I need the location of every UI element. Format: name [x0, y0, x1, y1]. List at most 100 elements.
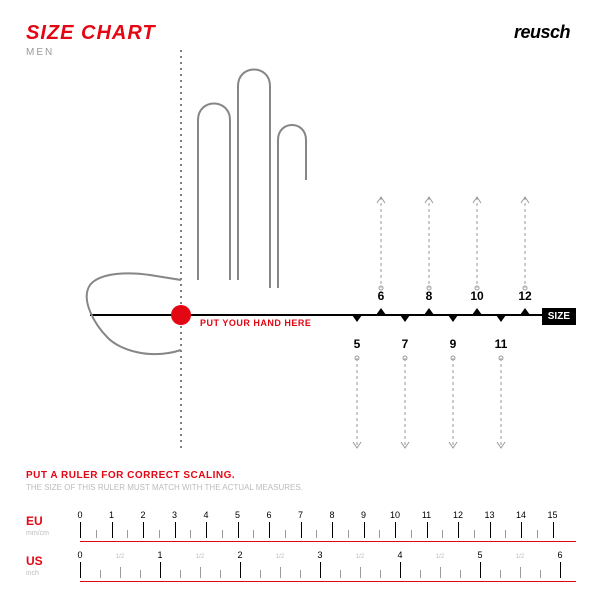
- size-label-top: 8: [419, 289, 439, 303]
- eu-tick-minor: [442, 530, 443, 538]
- size-label-bottom: 11: [491, 337, 511, 351]
- eu-unit-sub: mm/cm: [26, 530, 80, 537]
- size-tag: SIZE: [542, 308, 576, 325]
- eu-tick-label: 0: [77, 510, 82, 520]
- put-hand-instruction: PUT YOUR HAND HERE: [200, 318, 311, 328]
- us-tick-minor: [300, 570, 301, 578]
- diagram-svg: [0, 50, 596, 450]
- eu-tick-minor: [474, 530, 475, 538]
- eu-unit: EU: [26, 514, 43, 528]
- ruler-us-label: US inch: [26, 552, 80, 577]
- us-tick-minor: [540, 570, 541, 578]
- us-tick-minor: [380, 570, 381, 578]
- eu-tick-major: [143, 522, 144, 538]
- triangle-down-group: [352, 315, 506, 322]
- us-tick-minor: [280, 567, 281, 578]
- eu-tick-label: 15: [547, 510, 557, 520]
- eu-tick-major: [301, 522, 302, 538]
- eu-tick-major: [427, 522, 428, 538]
- eu-tick-major: [458, 522, 459, 538]
- size-label-top: 12: [515, 289, 535, 303]
- eu-tick-label: 4: [203, 510, 208, 520]
- eu-tick-minor: [253, 530, 254, 538]
- ruler-caption: PUT A RULER FOR CORRECT SCALING.: [26, 470, 576, 481]
- eu-tick-label: 2: [140, 510, 145, 520]
- hand-size-diagram: PUT YOUR HAND HERE SIZE 681012 57911: [0, 50, 596, 450]
- us-tick-minor: [200, 567, 201, 578]
- us-tick-major: [240, 562, 241, 578]
- us-unit: US: [26, 554, 43, 568]
- size-label-bottom: 7: [395, 337, 415, 351]
- size-triangle-down: [448, 315, 458, 322]
- us-tick-minor: [520, 567, 521, 578]
- eu-tick-label: 3: [172, 510, 177, 520]
- size-label-bottom: 5: [347, 337, 367, 351]
- us-unit-sub: inch: [26, 570, 80, 577]
- us-tick-minor: [460, 570, 461, 578]
- eu-tick-label: 7: [298, 510, 303, 520]
- us-tick-label: 5: [477, 550, 482, 560]
- eu-tick-label: 8: [329, 510, 334, 520]
- us-half-label: 1/2: [436, 554, 444, 560]
- eu-tick-major: [364, 522, 365, 538]
- eu-tick-minor: [159, 530, 160, 538]
- eu-tick-label: 1: [109, 510, 114, 520]
- us-tick-label: 2: [237, 550, 242, 560]
- ruler-us-line: 01/211/221/231/241/251/26: [80, 546, 576, 582]
- eu-tick-minor: [127, 530, 128, 538]
- us-tick-minor: [260, 570, 261, 578]
- eu-tick-major: [395, 522, 396, 538]
- size-label-top: 6: [371, 289, 391, 303]
- size-triangle-up: [424, 308, 434, 315]
- eu-tick-major: [521, 522, 522, 538]
- eu-tick-major: [553, 522, 554, 538]
- us-tick-minor: [440, 567, 441, 578]
- size-triangle-down: [400, 315, 410, 322]
- us-half-label: 1/2: [196, 554, 204, 560]
- eu-tick-major: [490, 522, 491, 538]
- brand-logo: reusch: [514, 22, 570, 43]
- arrows-up-group: [377, 197, 529, 290]
- us-tick-minor: [140, 570, 141, 578]
- eu-tick-minor: [316, 530, 317, 538]
- arrows-down-group: [353, 356, 505, 448]
- us-tick-minor: [100, 570, 101, 578]
- ruler-block: PUT A RULER FOR CORRECT SCALING. THE SIZ…: [26, 470, 576, 589]
- eu-tick-major: [332, 522, 333, 538]
- ruler-us: US inch 01/211/221/231/241/251/26: [26, 546, 576, 582]
- us-tick-major: [480, 562, 481, 578]
- us-tick-minor: [340, 570, 341, 578]
- us-tick-label: 0: [77, 550, 82, 560]
- eu-tick-minor: [348, 530, 349, 538]
- us-tick-minor: [500, 570, 501, 578]
- page-title: SIZE CHART: [26, 22, 156, 45]
- eu-tick-label: 10: [390, 510, 400, 520]
- size-label-top: 10: [467, 289, 487, 303]
- eu-tick-major: [175, 522, 176, 538]
- anchor-dot: [171, 305, 191, 325]
- ruler-eu-label: EU mm/cm: [26, 512, 80, 537]
- us-tick-major: [400, 562, 401, 578]
- eu-tick-minor: [190, 530, 191, 538]
- eu-tick-minor: [222, 530, 223, 538]
- eu-tick-minor: [285, 530, 286, 538]
- us-tick-label: 1: [157, 550, 162, 560]
- us-tick-minor: [120, 567, 121, 578]
- eu-tick-label: 11: [422, 510, 431, 520]
- ruler-caption-sub: THE SIZE OF THIS RULER MUST MATCH WITH T…: [26, 483, 576, 492]
- ruler-eu-line: 0123456789101112131415: [80, 506, 576, 542]
- us-half-label: 1/2: [516, 554, 524, 560]
- us-tick-label: 4: [397, 550, 402, 560]
- us-tick-minor: [180, 570, 181, 578]
- size-triangle-down: [496, 315, 506, 322]
- us-tick-minor: [420, 570, 421, 578]
- size-triangle-up: [376, 308, 386, 315]
- us-tick-minor: [360, 567, 361, 578]
- eu-tick-major: [206, 522, 207, 538]
- us-half-label: 1/2: [116, 554, 124, 560]
- eu-tick-minor: [411, 530, 412, 538]
- eu-tick-minor: [505, 530, 506, 538]
- size-triangle-down: [352, 315, 362, 322]
- us-half-label: 1/2: [356, 554, 364, 560]
- size-triangle-up: [520, 308, 530, 315]
